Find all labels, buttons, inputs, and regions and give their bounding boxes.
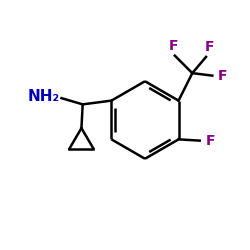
Text: F: F <box>217 68 227 82</box>
Text: F: F <box>205 40 214 54</box>
Text: F: F <box>169 38 178 53</box>
Text: F: F <box>205 134 215 147</box>
Text: NH₂: NH₂ <box>28 90 60 104</box>
